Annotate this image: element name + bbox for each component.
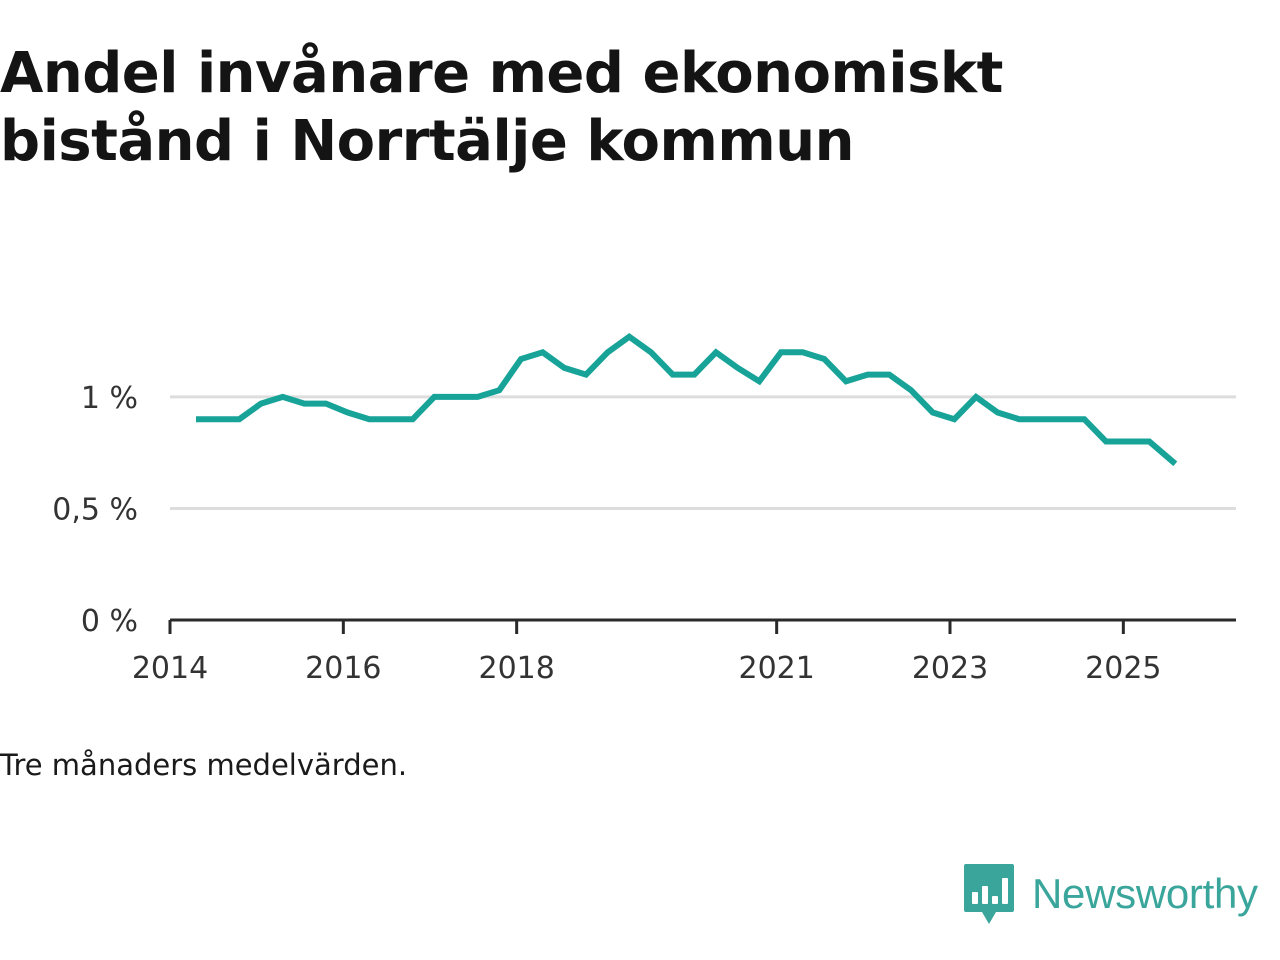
data-point bbox=[193, 416, 199, 422]
data-point bbox=[323, 401, 329, 407]
series-layer bbox=[193, 333, 1178, 467]
data-point bbox=[735, 365, 741, 371]
data-point bbox=[583, 372, 589, 378]
x-tick-label: 2023 bbox=[912, 651, 988, 686]
x-tick-label: 2014 bbox=[132, 651, 208, 686]
data-point bbox=[215, 416, 221, 422]
brand-name: Newsworthy bbox=[1032, 870, 1258, 917]
data-point bbox=[886, 372, 892, 378]
data-point bbox=[431, 394, 437, 400]
axis-layer: 0 % 0,5 % 1 % 2014 2016 2018 2021 2023 2025 bbox=[52, 381, 1236, 686]
data-point bbox=[951, 416, 957, 422]
data-point bbox=[540, 349, 546, 355]
y-tick-label: 1 % bbox=[81, 381, 138, 416]
data-point bbox=[475, 394, 481, 400]
data-point bbox=[1172, 461, 1178, 467]
data-point bbox=[453, 394, 459, 400]
data-point bbox=[800, 349, 806, 355]
data-point bbox=[670, 372, 676, 378]
data-point bbox=[366, 416, 372, 422]
x-tick-label: 2025 bbox=[1085, 651, 1161, 686]
data-point bbox=[301, 401, 307, 407]
data-point bbox=[605, 349, 611, 355]
data-point bbox=[821, 356, 827, 362]
data-point bbox=[756, 378, 762, 384]
line-chart: 0 % 0,5 % 1 % 2014 2016 2018 2021 2023 2025 bbox=[52, 333, 1236, 686]
data-point bbox=[1125, 439, 1131, 445]
x-tick-label: 2018 bbox=[478, 651, 554, 686]
data-point bbox=[995, 410, 1001, 416]
chart-note: Tre månaders medelvärden. bbox=[0, 748, 408, 782]
data-point bbox=[843, 378, 849, 384]
chart-title: Andel invånare med ekonomiskt bistånd i … bbox=[0, 41, 1003, 174]
data-point bbox=[388, 416, 394, 422]
y-tick-label: 0 % bbox=[81, 604, 138, 639]
data-point bbox=[778, 349, 784, 355]
data-point bbox=[518, 356, 524, 362]
data-point bbox=[973, 394, 979, 400]
grid-layer bbox=[170, 395, 1236, 510]
y-tick-label: 0,5 % bbox=[52, 492, 138, 527]
data-point bbox=[626, 334, 632, 340]
data-point bbox=[1060, 416, 1066, 422]
data-point bbox=[410, 416, 416, 422]
data-point bbox=[496, 387, 502, 393]
data-point bbox=[1016, 416, 1022, 422]
x-tick-label: 2016 bbox=[305, 651, 381, 686]
data-point bbox=[1146, 439, 1152, 445]
data-point bbox=[865, 372, 871, 378]
data-point bbox=[908, 387, 914, 393]
data-point bbox=[930, 410, 936, 416]
data-point bbox=[345, 410, 351, 416]
x-tick-label: 2021 bbox=[738, 651, 814, 686]
series-line bbox=[196, 333, 1178, 467]
data-point bbox=[561, 365, 567, 371]
data-point bbox=[1103, 439, 1109, 445]
data-point bbox=[1038, 416, 1044, 422]
data-point bbox=[236, 416, 242, 422]
data-point bbox=[258, 401, 264, 407]
data-point bbox=[1081, 416, 1087, 422]
brand-logo[interactable]: Newsworthy bbox=[962, 862, 1258, 926]
data-point bbox=[280, 394, 286, 400]
data-point bbox=[713, 349, 719, 355]
data-point bbox=[648, 349, 654, 355]
newsworthy-logo-icon bbox=[964, 864, 1014, 924]
data-point bbox=[691, 372, 697, 378]
